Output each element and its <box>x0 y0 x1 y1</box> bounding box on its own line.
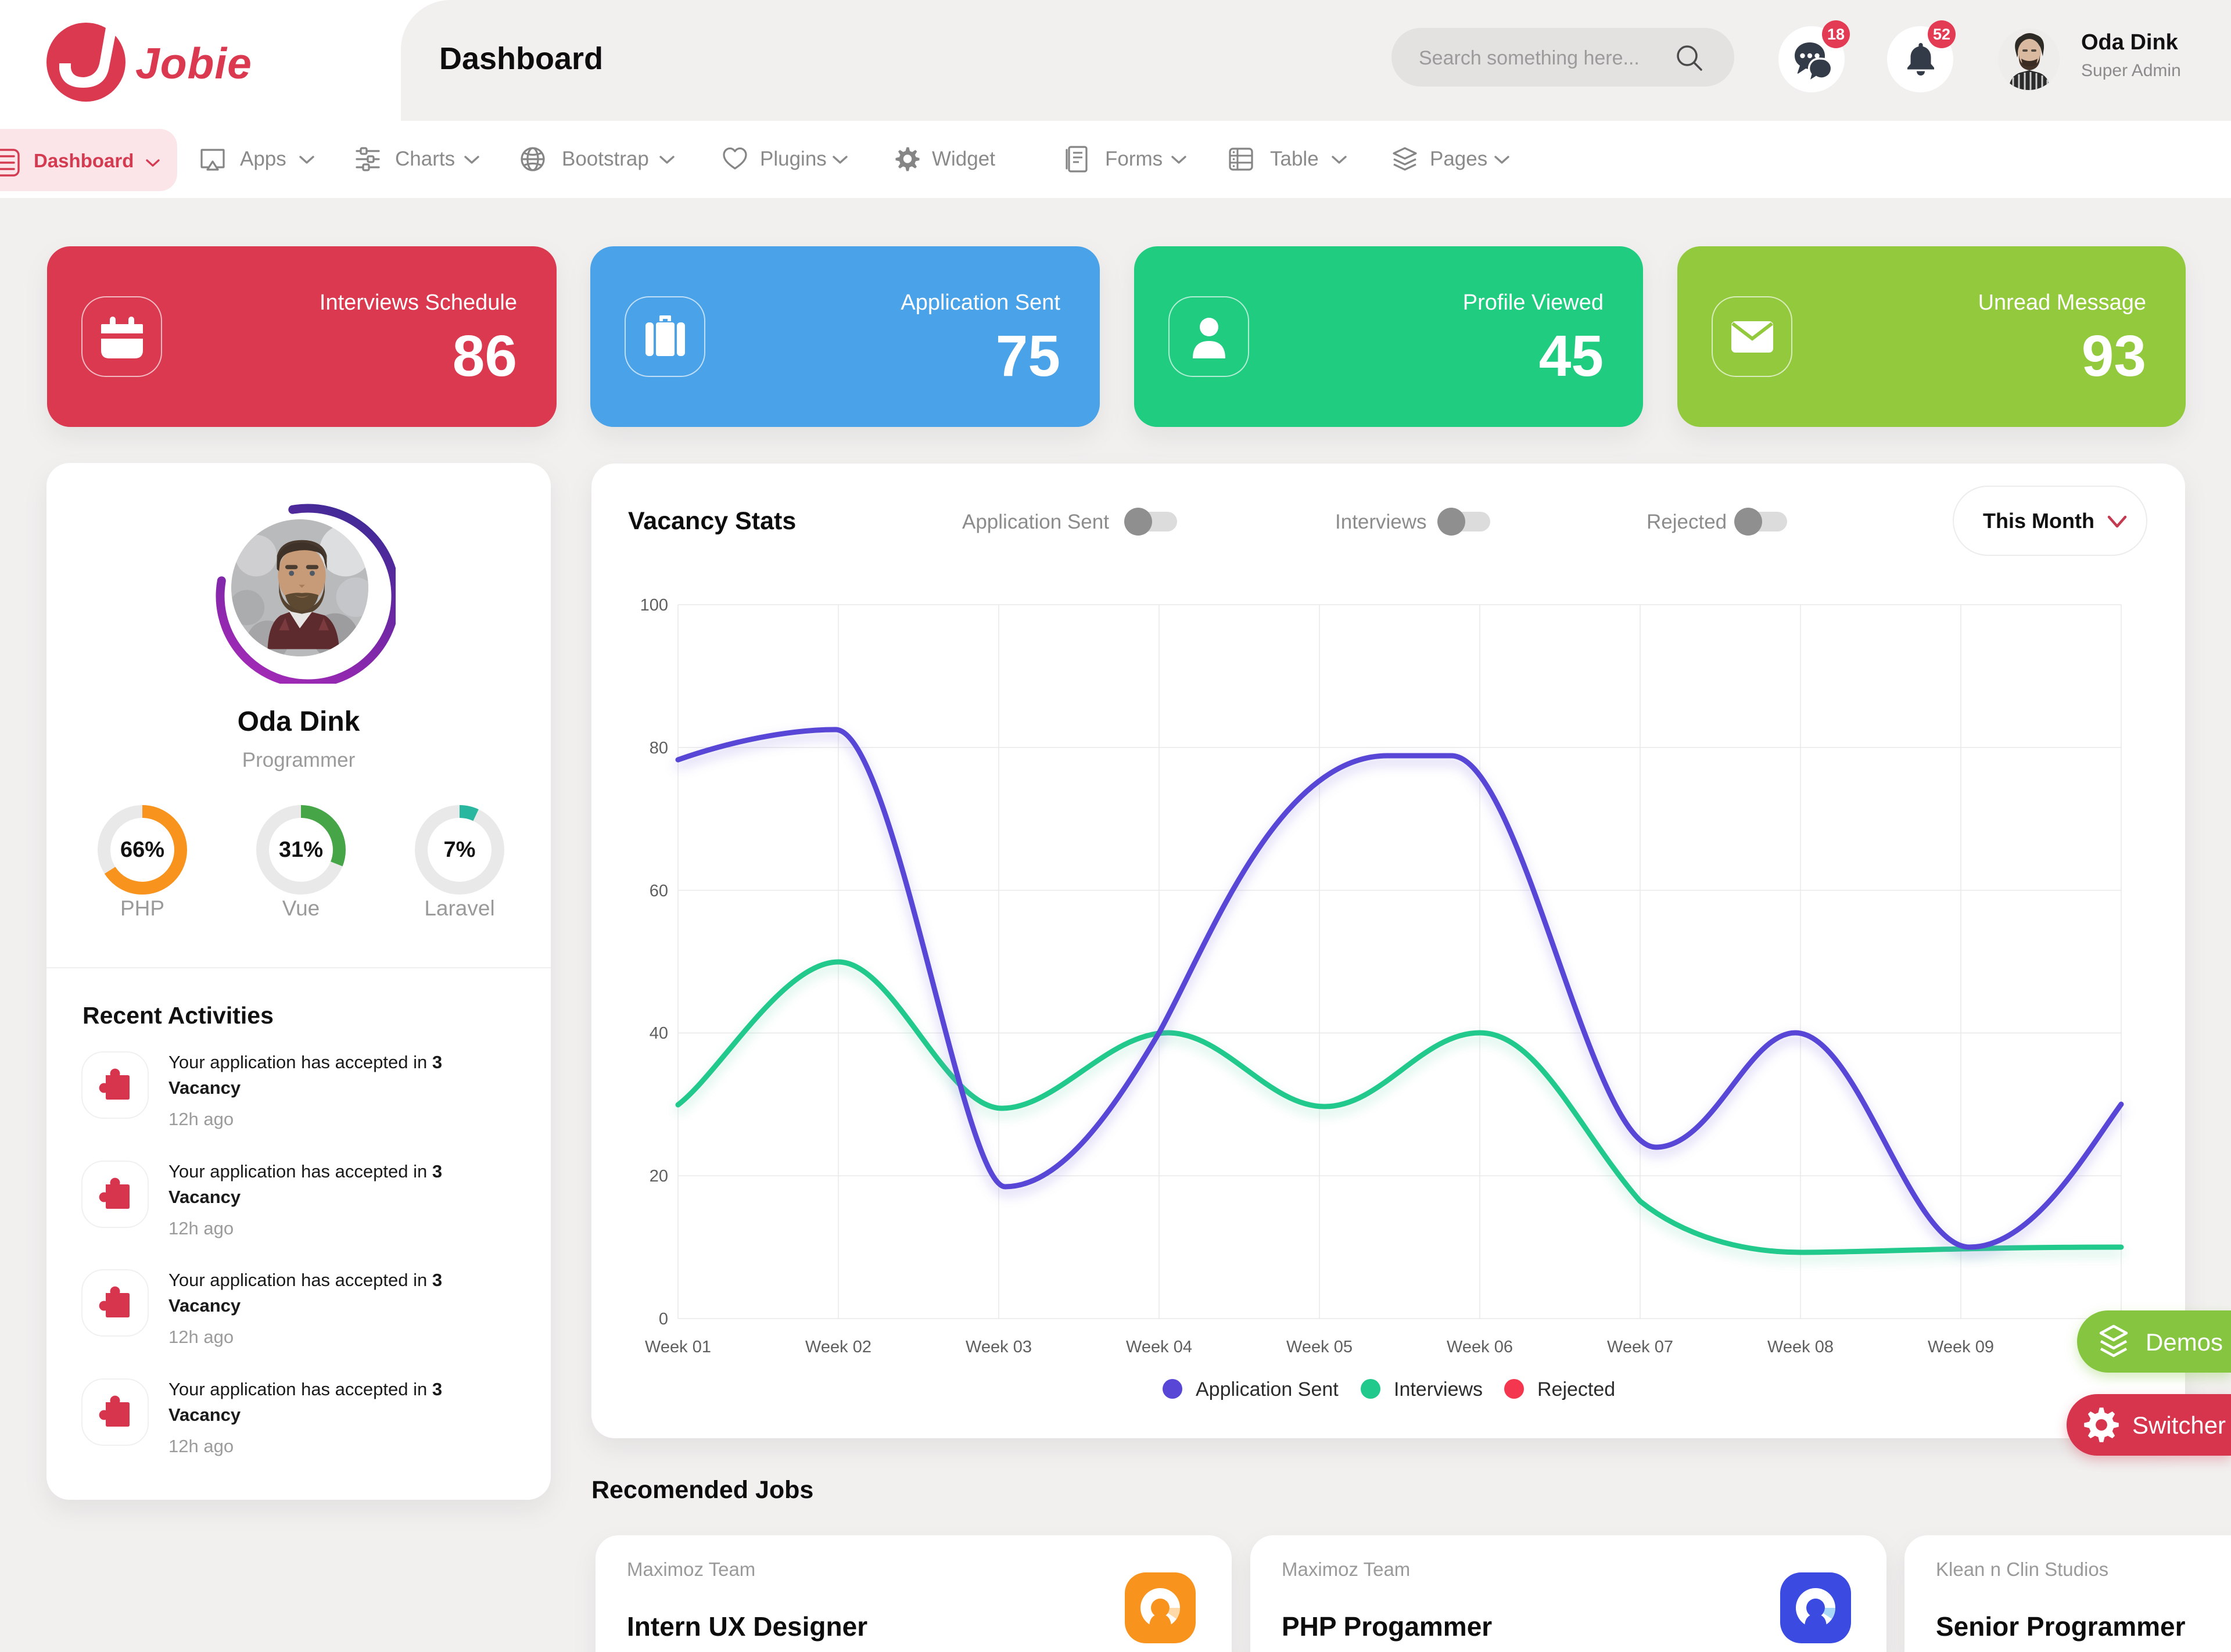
svg-text:Interviews: Interviews <box>1394 1378 1483 1400</box>
svg-text:Week 05: Week 05 <box>1286 1338 1353 1356</box>
svg-text:20: 20 <box>650 1167 668 1186</box>
svg-text:Week 08: Week 08 <box>1767 1338 1834 1356</box>
svg-text:Application Sent: Application Sent <box>1196 1378 1339 1400</box>
svg-text:Week 07: Week 07 <box>1607 1338 1673 1356</box>
svg-text:40: 40 <box>650 1024 668 1043</box>
svg-text:Week 04: Week 04 <box>1126 1338 1192 1356</box>
svg-text:80: 80 <box>650 739 668 757</box>
svg-text:Week 06: Week 06 <box>1447 1338 1513 1356</box>
svg-text:Week 01: Week 01 <box>645 1338 711 1356</box>
svg-text:Rejected: Rejected <box>1537 1378 1615 1400</box>
svg-text:Week 03: Week 03 <box>966 1338 1032 1356</box>
svg-text:Week 09: Week 09 <box>1928 1338 1994 1356</box>
svg-text:Week 02: Week 02 <box>805 1338 871 1356</box>
svg-text:100: 100 <box>640 596 668 615</box>
svg-text:60: 60 <box>650 882 668 900</box>
svg-text:0: 0 <box>659 1310 668 1328</box>
